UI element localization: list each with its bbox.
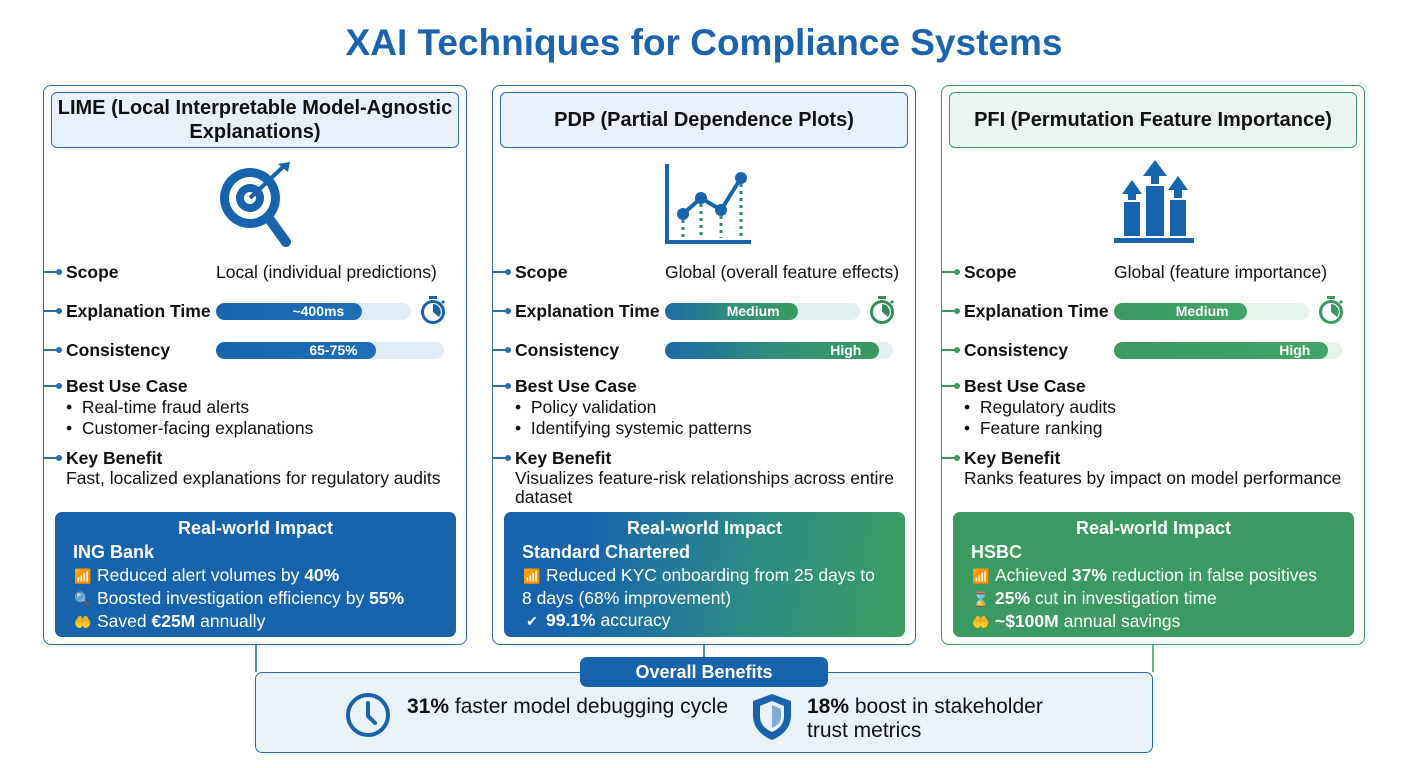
bullet-connector [493, 308, 511, 314]
bar-arrows-icon [1104, 158, 1204, 250]
stopwatch-icon [421, 296, 446, 324]
bullet-connector [942, 347, 960, 353]
company-name: HSBC [971, 542, 1023, 562]
impact-title: Real-world Impact [177, 518, 334, 538]
panel-lime: LIME (Local Interpretable Model-Agnostic… [43, 85, 467, 645]
impact-item: 🔍 Boosted investigation efficiency by 55% [74, 588, 405, 608]
scope-value: Local (individual predictions) [216, 262, 437, 282]
key-benefit-text: Fast, localized explanations for regulat… [66, 468, 441, 488]
use-case-item: • Policy validation [515, 397, 657, 417]
impact-title: Real-world Impact [1075, 518, 1232, 538]
best-use-case-label: Best Use Case [515, 376, 637, 396]
key-benefit-label: Key Benefit [515, 448, 612, 468]
explanation-time-bar: ~400ms [216, 303, 411, 320]
impact-item: 🤲 Saved €25M annually [74, 611, 266, 631]
consistency-bar: High [665, 342, 893, 359]
consistency-bar: High [1114, 342, 1342, 359]
clock-icon [346, 693, 390, 737]
hand-coin-icon: 🤲 [972, 614, 990, 630]
company-name: Standard Chartered [522, 542, 691, 562]
panel-title: LIME (Local Interpretable Model-Agnostic… [51, 92, 459, 148]
consistency-bar-fill: 65-75% [216, 342, 376, 359]
chart-growth-icon: 📶 [523, 568, 541, 584]
bullet-connector [942, 455, 960, 461]
shield-icon [753, 694, 791, 740]
bullet-connector [942, 269, 960, 275]
search-money-icon: 🔍 [74, 591, 92, 607]
hand-coin-icon: 🤲 [74, 614, 92, 630]
use-case-item: • Regulatory audits [964, 397, 1117, 417]
impact-item: 🤲 ~$100M annual savings [972, 611, 1181, 631]
target-magnifier-icon [206, 158, 306, 250]
impact-item: 📶 Reduced alert volumes by 40% [74, 565, 340, 585]
use-case-item: • Identifying systemic patterns [515, 418, 752, 438]
impact-item: 📶 Reduced KYC onboarding from 25 days to … [522, 565, 875, 608]
bullet-connector [44, 347, 62, 353]
use-case-item: • Feature ranking [964, 418, 1103, 438]
check-circle-icon: ✔ [526, 613, 538, 629]
panel-title: PFI (Permutation Feature Importance) [949, 92, 1357, 148]
use-case-item: • Real-time fraud alerts [66, 397, 250, 417]
explanation-time-label: Explanation Time [66, 301, 211, 321]
benefit-trust: 18% boost in stakeholder trust metrics [807, 695, 1043, 742]
impact-title: Real-world Impact [626, 518, 783, 538]
explanation-time-label: Explanation Time [964, 301, 1109, 321]
explanation-time-bar-fill: Medium [665, 303, 798, 320]
stopwatch-icon [870, 296, 895, 324]
consistency-bar-fill: High [1114, 342, 1329, 359]
real-world-impact-box: Real-world Impact Standard Chartered 📶 Redu… [504, 512, 905, 637]
bullet-connector [493, 383, 511, 389]
consistency-label: Consistency [515, 340, 620, 360]
bullet-connector [493, 347, 511, 353]
impact-item: ✔ 99.1% accuracy [522, 609, 887, 632]
scope-label: Scope [515, 262, 568, 282]
hourglass-icon: ⌛ [972, 591, 990, 607]
key-benefit-text: Ranks features by impact on model perfor… [964, 468, 1342, 488]
bullet-connector [942, 308, 960, 314]
panel-pfi: PFI (Permutation Feature Importance) Sco… [941, 85, 1365, 645]
explanation-time-label: Explanation Time [515, 301, 660, 321]
bullet-connector [942, 383, 960, 389]
stopwatch-icon [1319, 296, 1344, 324]
bullet-connector [44, 455, 62, 461]
consistency-bar: 65-75% [216, 342, 444, 359]
consistency-label: Consistency [66, 340, 171, 360]
key-benefit-label: Key Benefit [964, 448, 1061, 468]
panel-title: PDP (Partial Dependence Plots) [500, 92, 908, 148]
consistency-bar-fill: High [665, 342, 880, 359]
bullet-connector [44, 383, 62, 389]
explanation-time-bar: Medium [665, 303, 860, 320]
use-case-item: • Customer-facing explanations [66, 418, 314, 438]
company-name: ING Bank [73, 542, 155, 562]
consistency-label: Consistency [964, 340, 1069, 360]
key-benefit-label: Key Benefit [66, 448, 163, 468]
scope-label: Scope [964, 262, 1017, 282]
explanation-time-bar-fill: Medium [1114, 303, 1247, 320]
panel-pdp: PDP (Partial Dependence Plots) Scope Glob… [492, 85, 916, 645]
real-world-impact-box: Real-world Impact HSBC 📶 Achieved 37% reduc… [953, 512, 1354, 637]
scope-value: Global (feature importance) [1114, 262, 1328, 282]
benefit-debugging: 31% faster model debugging cycle [407, 695, 729, 718]
line-chart-icon [655, 158, 755, 250]
chart-growth-icon: 📶 [74, 568, 92, 584]
impact-item: 📶 Achieved 37% reduction in false positiv… [972, 565, 1318, 585]
bullet-connector [44, 308, 62, 314]
page-title: XAI Techniques for Compliance Systems [345, 22, 1063, 63]
bullet-connector [44, 269, 62, 275]
real-world-impact-box: Real-world Impact ING Bank 📶 Reduced alert … [55, 512, 456, 637]
explanation-time-bar-fill: ~400ms [216, 303, 363, 320]
scope-label: Scope [66, 262, 119, 282]
key-benefit-text: Visualizes feature-risk relationships ac… [515, 468, 895, 507]
impact-item: ⌛ 25% cut in investigation time [972, 588, 1217, 608]
bullet-connector [493, 455, 511, 461]
explanation-time-bar: Medium [1114, 303, 1309, 320]
chart-growth-icon: 📶 [972, 568, 990, 584]
best-use-case-label: Best Use Case [66, 376, 188, 396]
best-use-case-label: Best Use Case [964, 376, 1086, 396]
overall-benefits-label: Overall Benefits [580, 657, 828, 687]
scope-value: Global (overall feature effects) [665, 262, 900, 282]
bullet-connector [493, 269, 511, 275]
